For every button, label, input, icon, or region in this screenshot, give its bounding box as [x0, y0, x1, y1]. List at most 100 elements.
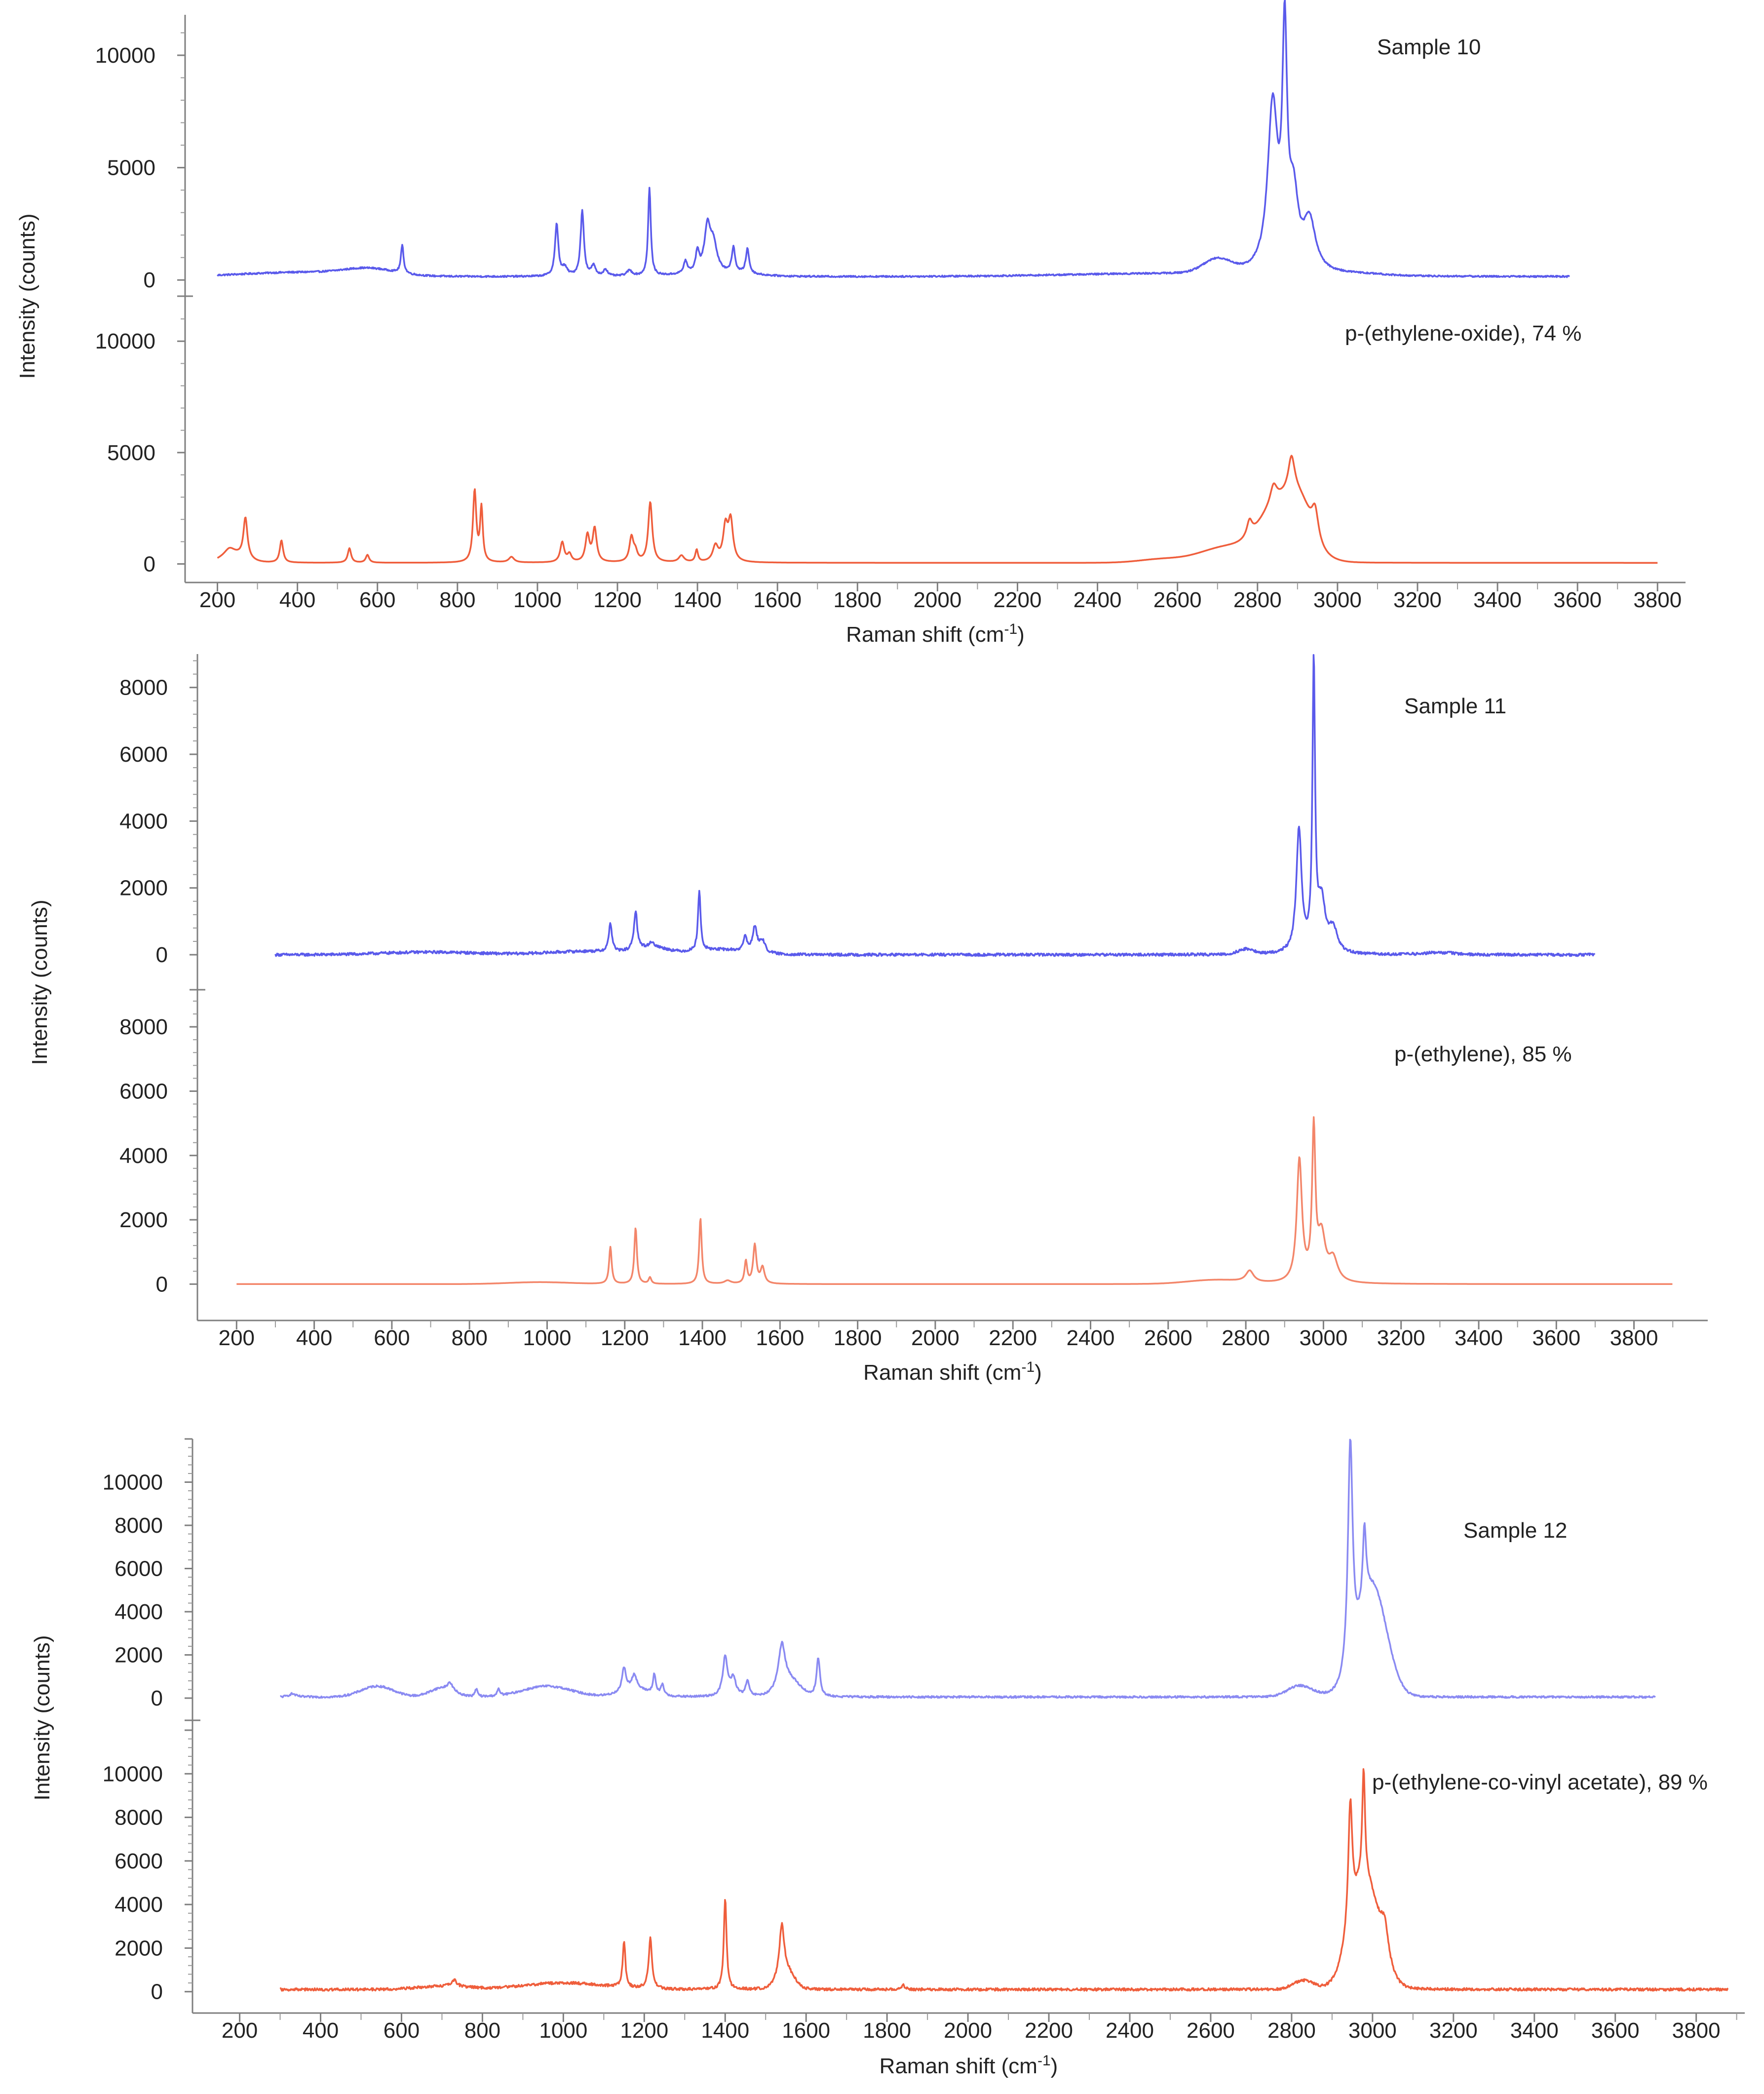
chart-sample-11: 200 400 600 800 1000 1200 1400 1600 1800 2000 2200…	[28, 654, 1708, 1385]
x-tick-label: 2000	[911, 1326, 959, 1350]
y-tick-label: 4000	[115, 1600, 163, 1624]
x-tick-label: 3000	[1348, 2018, 1397, 2043]
x-tick-label: 800	[464, 2018, 500, 2043]
x-tick-label: 3600	[1532, 1326, 1580, 1350]
x-tick-label: 1600	[782, 2018, 830, 2043]
x-tick-label: 3200	[1393, 588, 1442, 612]
x-axis-title: Raman shift (cm-1)	[863, 1359, 1042, 1385]
x-tick-label: 200	[219, 1326, 255, 1350]
y-tick-label: 10000	[95, 329, 155, 353]
x-tick-label: 2600	[1144, 1326, 1192, 1350]
series-line-p-ethylene-co-vinyl-acetate	[279, 1768, 1729, 1992]
x-tick-label: 400	[296, 1326, 332, 1350]
x-tick-label: 3200	[1377, 1326, 1425, 1350]
y-axis-title: Intensity (counts)	[28, 899, 52, 1065]
y-tick-label: 0	[151, 1686, 163, 1710]
series-line-p-ethylene	[236, 1116, 1673, 1285]
x-tick-label: 1200	[620, 2018, 668, 2043]
x-tick-label: 3400	[1455, 1326, 1503, 1350]
series-line-p-ethylene-oxide	[217, 455, 1658, 564]
chart-sample-10: 200 400 600 800 1000 1200 1400 1600 1800 2000 2200…	[15, 0, 1686, 647]
panel-label-p-ethylene-oxide: p-(ethylene-oxide), 74 %	[1345, 321, 1581, 346]
y-axis-title: Intensity (counts)	[15, 213, 39, 379]
x-tick-label: 1000	[513, 588, 562, 612]
x-tick-label: 1200	[593, 588, 642, 612]
y-tick-label: 4000	[115, 1893, 163, 1917]
x-tick-label: 2400	[1067, 1326, 1115, 1350]
y-tick-label: 2000	[119, 1208, 168, 1232]
x-tick-label: 3000	[1313, 588, 1362, 612]
panel-sample-11: 0 2000 4000 6000 8000 Sample 11	[119, 654, 1596, 991]
y-tick-label: 8000	[119, 676, 168, 700]
y-tick-label: 10000	[103, 1471, 163, 1495]
x-tick-label: 2800	[1267, 2018, 1316, 2043]
series-line-sample-11	[274, 654, 1596, 957]
panel-p-ethylene-oxide: 0 5000 10000 p-(ethylene-oxide), 74 %	[95, 318, 1658, 576]
x-tick-label: 3400	[1510, 2018, 1559, 2043]
panel-p-ethylene: 0 2000 4000 6000 8000 p-(ethylene), 85 %	[119, 1001, 1673, 1296]
x-tick-label: 1800	[863, 2018, 911, 2043]
x-tick-label: 2800	[1222, 1326, 1270, 1350]
x-tick-label: 800	[439, 588, 475, 612]
panel-label-sample-10: Sample 10	[1377, 35, 1481, 59]
x-tick-label: 2200	[1025, 2018, 1073, 2043]
y-tick-label: 0	[151, 1980, 163, 2004]
x-tick-label: 3000	[1299, 1326, 1347, 1350]
x-axis-title: Raman shift (cm-1)	[880, 2053, 1058, 2079]
panel-label-p-ethylene: p-(ethylene), 85 %	[1394, 1042, 1572, 1066]
x-tick-label: 2600	[1153, 588, 1202, 612]
x-tick-label: 2200	[989, 1326, 1037, 1350]
x-tick-label: 2600	[1187, 2018, 1235, 2043]
y-axis-title: Intensity (counts)	[30, 1635, 54, 1800]
x-tick-label: 3600	[1591, 2018, 1640, 2043]
x-tick-label: 1600	[756, 1326, 804, 1350]
y-tick-label: 10000	[95, 43, 155, 68]
x-tick-label: 2400	[1074, 588, 1122, 612]
x-axis-title: Raman shift (cm-1)	[846, 621, 1025, 647]
x-tick-label: 1400	[673, 588, 722, 612]
x-tick-label: 400	[303, 2018, 339, 2043]
x-tick-label: 800	[451, 1326, 487, 1350]
y-tick-label: 6000	[119, 742, 168, 767]
y-tick-label: 6000	[119, 1079, 168, 1103]
x-tick-label: 1400	[678, 1326, 727, 1350]
panel-label-sample-11: Sample 11	[1404, 694, 1506, 718]
x-tick-label: 3200	[1429, 2018, 1478, 2043]
x-tick-label: 3400	[1473, 588, 1522, 612]
x-tick-label: 400	[279, 588, 315, 612]
y-tick-label: 2000	[115, 1643, 163, 1667]
x-tick-label: 2800	[1233, 588, 1282, 612]
x-tick-label: 3800	[1672, 2018, 1721, 2043]
series-line-sample-10	[217, 0, 1571, 278]
x-tick-label: 3800	[1633, 588, 1682, 612]
y-tick-label: 10000	[103, 1762, 163, 1786]
x-tick-label: 200	[199, 588, 235, 612]
y-tick-label: 6000	[115, 1849, 163, 1873]
x-tick-label: 1000	[539, 2018, 587, 2043]
x-tick-label: 2000	[913, 588, 961, 612]
y-tick-label: 0	[144, 552, 155, 576]
x-tick-label: 1800	[833, 588, 882, 612]
x-tick-label: 2400	[1106, 2018, 1154, 2043]
x-tick-label: 200	[222, 2018, 258, 2043]
x-tick-label: 2000	[944, 2018, 992, 2043]
series-line-sample-12	[280, 1438, 1656, 1699]
y-tick-label: 4000	[119, 1144, 168, 1168]
x-tick-label: 1600	[753, 588, 802, 612]
y-tick-label: 8000	[115, 1806, 163, 1830]
panel-p-ethylene-co-vinyl-acetate: 0 2000 4000 6000 8000 10000 p-(ethylene-co-vin…	[103, 1729, 1729, 2004]
x-tick-label: 600	[383, 2018, 420, 2043]
chart-sample-12: 200 400 600 800 1000 1200 1400 1600 1800 2000 2200…	[30, 1438, 1745, 2079]
y-tick-label: 0	[156, 1272, 168, 1296]
x-tick-label: 1000	[523, 1326, 572, 1350]
y-tick-label: 4000	[119, 809, 168, 833]
x-tick-label: 1800	[834, 1326, 882, 1350]
panel-label-sample-12: Sample 12	[1463, 1518, 1567, 1543]
y-tick-label: 5000	[107, 156, 155, 180]
x-tick-label: 1400	[701, 2018, 749, 2043]
panel-sample-10: 0 5000 10000 Sample 10	[95, 0, 1571, 297]
x-tick-label: 600	[359, 588, 395, 612]
y-tick-label: 5000	[107, 441, 155, 465]
x-tick-label: 3600	[1553, 588, 1602, 612]
